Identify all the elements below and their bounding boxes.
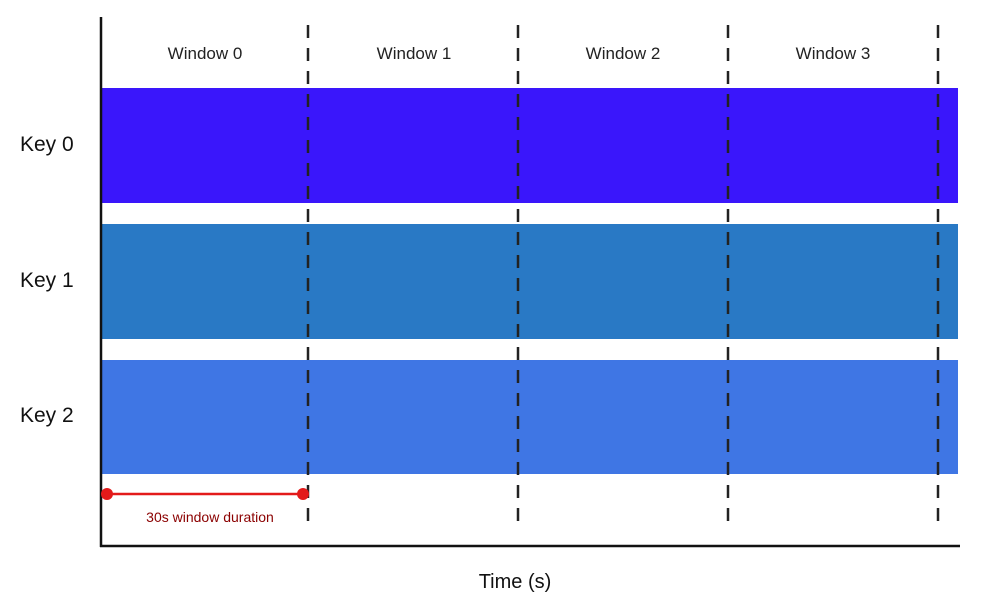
duration-marker-start-dot — [101, 488, 113, 500]
key-2-band — [101, 360, 958, 474]
key-0-band — [101, 88, 958, 203]
duration-marker-end-dot — [297, 488, 309, 500]
key-1-label: Key 1 — [20, 269, 74, 292]
window-1-label: Window 1 — [377, 44, 452, 63]
x-axis-label: Time (s) — [479, 571, 552, 593]
window-3-label: Window 3 — [796, 44, 871, 63]
window-0-label: Window 0 — [168, 44, 243, 63]
duration-marker-label: 30s window duration — [146, 509, 274, 525]
window-2-label: Window 2 — [586, 44, 661, 63]
key-2-label: Key 2 — [20, 404, 74, 427]
key-1-band — [101, 224, 958, 339]
key-0-label: Key 0 — [20, 133, 74, 156]
